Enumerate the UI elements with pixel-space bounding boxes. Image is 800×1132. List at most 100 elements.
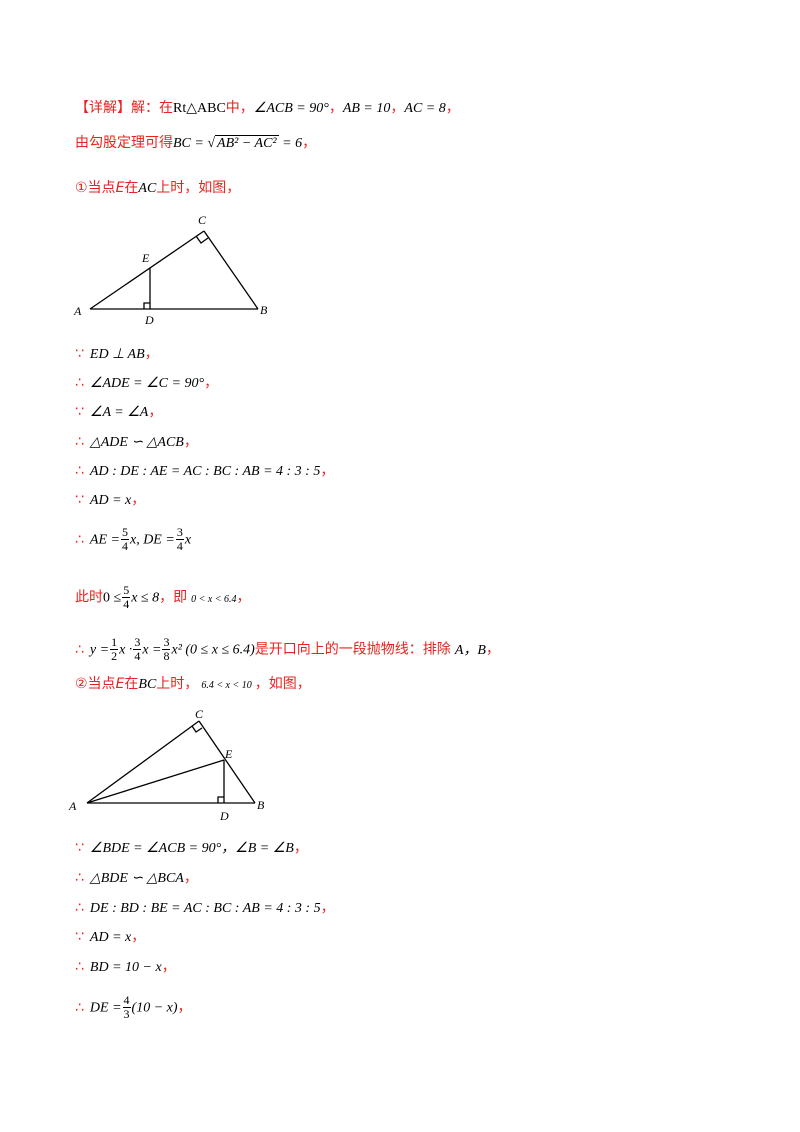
ae-lhs: AE = [89, 532, 120, 548]
range-a: 0 ≤ [103, 590, 122, 606]
step-text: ∠ADE = ∠C = 90° [89, 376, 205, 391]
therefore-symbol: ∴ [75, 531, 84, 548]
numerator: 3 [175, 525, 184, 540]
step-text: ED ⊥ AB [89, 347, 145, 362]
sep: ， [445, 100, 460, 116]
segment-bc: BC [138, 677, 157, 692]
numerator: 5 [122, 583, 131, 598]
text-mid: 中， [225, 100, 254, 116]
because-symbol: ∵ [75, 929, 84, 945]
numerator: 1 [110, 635, 119, 650]
label-b: B [260, 303, 268, 317]
step-text: AD = x [89, 930, 132, 945]
label-d: D [219, 809, 229, 823]
sep: ， [131, 929, 146, 945]
pythagoras-line: 由勾股定理可得BC = √ AB² − AC² = 6， [75, 133, 316, 154]
denominator: 4 [134, 649, 141, 663]
case2-mid: 上时， [156, 676, 199, 692]
label-e: E [224, 747, 233, 761]
range-b: x ≤ 8 [131, 590, 160, 606]
figure-2-triangle: A B C D E [68, 707, 265, 823]
sep: ， [390, 100, 405, 116]
step-text: △BDE ∽ △BCA [89, 871, 184, 886]
numerator: 5 [120, 525, 129, 540]
step-row: ∴ △ADE ∽ △ACB， [75, 432, 198, 453]
step-row: ∵ AD = x， [75, 927, 145, 948]
range-line: 此时0 ≤5 4 x ≤ 8，即 0 < x < 6.4， [75, 584, 251, 611]
case1-heading: ①当点E在AC上时，如图， [75, 178, 240, 199]
eq-angle: ∠ACB = 90° [253, 101, 329, 116]
step-row: ∵ ∠A = ∠A， [75, 402, 162, 423]
x-eq: x = [142, 642, 162, 658]
sep: ， [177, 999, 192, 1016]
sqrt-sign: √ [207, 136, 216, 151]
label-a: A [73, 304, 82, 318]
step-row: ∴ DE : BD : BE = AC : BC : AB = 4 : 3 : 5… [75, 898, 335, 919]
step-text: AD : DE : AE = AC : BC : AB = 4 : 3 : 5 [89, 464, 321, 479]
step-row: ∵ ED ⊥ AB， [75, 344, 159, 365]
because-symbol: ∵ [75, 492, 84, 508]
solution-header-line: 【详解】解：在Rt△ABC中，∠ACB = 90°，AB = 10，AC = 8… [75, 98, 460, 119]
case1-suffix: 上时，如图， [156, 180, 241, 196]
ae-de-line: ∴ AE = 5 4 x, DE = 3 4 x [75, 526, 191, 553]
case2-suffix: ，如图， [254, 676, 311, 692]
de-line: ∴ DE = 4 3 (10 − x)， [75, 994, 192, 1021]
case2-prefix: ②当点 [75, 676, 116, 692]
label-c: C [195, 707, 204, 721]
because-symbol: ∵ [75, 404, 84, 420]
label-c: C [198, 213, 207, 227]
bc-rhs: = 6 [278, 136, 303, 151]
numerator: 3 [133, 635, 142, 650]
eq-ab: AB = 10 [342, 101, 391, 116]
label-b: B [257, 798, 265, 812]
sep: ， [183, 870, 198, 886]
therefore-symbol: ∴ [75, 959, 84, 975]
de-lhs: x, DE = [129, 532, 175, 548]
step-row: ∴ ∠ADE = ∠C = 90°， [75, 373, 218, 394]
range-prefix: 此时 [75, 589, 103, 606]
denominator: 2 [111, 649, 118, 663]
sep: ， [161, 959, 176, 975]
parabola-line: ∴ y = 1 2 x · 3 4 x = 3 8 x² (0 ≤ x ≤ 6.4)是开口向上的一段… [75, 636, 500, 663]
y-eq: y = [89, 642, 110, 658]
segment-ac: AC [138, 181, 157, 196]
sep: ， [302, 135, 317, 151]
figure-1-triangle: A B C D E [73, 213, 268, 327]
parabola-text: 是开口向上的一段抛物线：排除 [254, 641, 451, 658]
numerator: 3 [162, 635, 171, 650]
sep: ， [320, 463, 335, 479]
denominator: 8 [163, 649, 170, 663]
therefore-symbol: ∴ [75, 375, 84, 391]
de-rhs: (10 − x) [131, 1000, 178, 1016]
denominator: 3 [123, 1007, 130, 1021]
denominator: 4 [123, 597, 130, 611]
therefore-symbol: ∴ [75, 870, 84, 886]
rt-triangle: Rt△ABC [173, 101, 226, 116]
text-in: 在 [124, 676, 139, 692]
sep: ， [204, 375, 219, 391]
step-row: ∴ BD = 10 − x， [75, 957, 176, 978]
eq-ac: AC = 8 [404, 101, 446, 116]
text-in: 在 [124, 180, 139, 196]
step-text: DE : BD : BE = AC : BC : AB = 4 : 3 : 5 [89, 901, 321, 916]
step-row: ∴ AD : DE : AE = AC : BC : AB = 4 : 3 : 5… [75, 461, 334, 482]
step-text: ∠BDE = ∠ACB = 90°，∠B = ∠B [89, 841, 294, 856]
case2-heading: ②当点E在BC上时， 6.4 < x < 10 ，如图， [75, 674, 311, 696]
sep: ， [148, 404, 163, 420]
x-squared-range: x² (0 ≤ x ≤ 6.4) [171, 642, 255, 658]
because-symbol: ∵ [75, 840, 84, 856]
step-text: △ADE ∽ △ACB [89, 435, 184, 450]
sep: ， [236, 589, 251, 606]
sep: ， [144, 346, 159, 362]
label-a: A [68, 799, 77, 813]
sep: ， [131, 492, 146, 508]
sep: ， [485, 641, 500, 658]
label-d: D [144, 313, 154, 327]
sep: ， [183, 434, 198, 450]
x-dot: x · [119, 642, 133, 658]
